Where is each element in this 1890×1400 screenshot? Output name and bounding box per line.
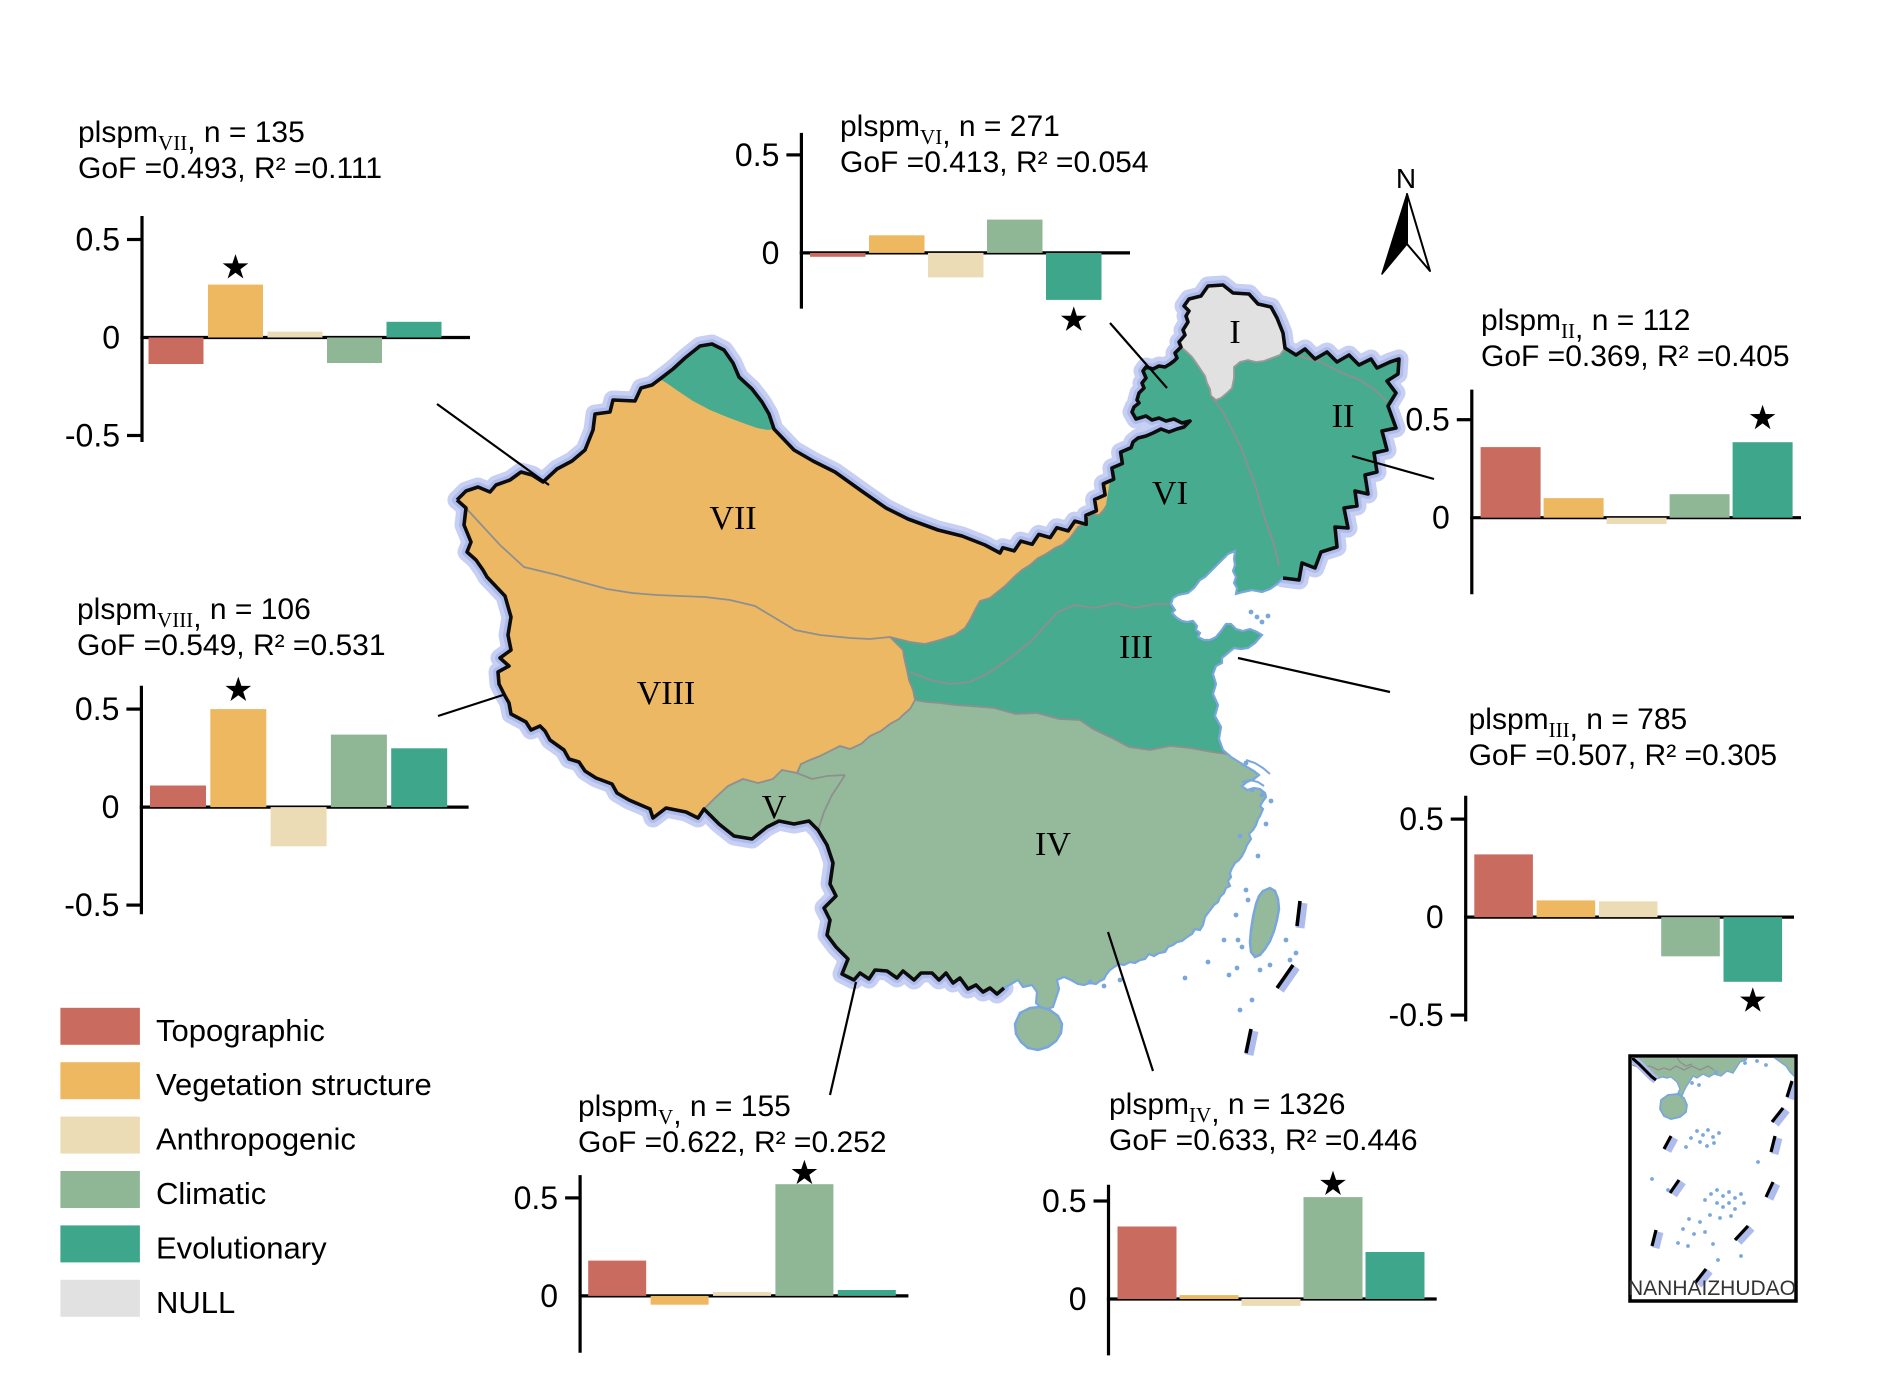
svg-text:-0.5: -0.5 (64, 887, 119, 923)
svg-text:Anthropogenic: Anthropogenic (156, 1122, 356, 1157)
svg-text:-0.5: -0.5 (1389, 997, 1444, 1033)
svg-text:GoF =0.369, R² =0.405: GoF =0.369, R² =0.405 (1481, 340, 1790, 373)
svg-text:V: V (762, 789, 787, 826)
svg-text:NANHAIZHUDAO: NANHAIZHUDAO (1628, 1277, 1796, 1300)
svg-text:GoF =0.413, R² =0.054: GoF =0.413, R² =0.054 (840, 146, 1149, 179)
svg-text:GoF =0.633, R² =0.446: GoF =0.633, R² =0.446 (1109, 1124, 1418, 1157)
svg-text:plspmII, n = 112: plspmII, n = 112 (1481, 304, 1690, 345)
svg-text:GoF =0.493, R² =0.111: GoF =0.493, R² =0.111 (78, 152, 382, 185)
svg-text:II: II (1332, 398, 1355, 435)
svg-text:I: I (1229, 314, 1240, 351)
svg-text:Evolutionary: Evolutionary (156, 1230, 327, 1265)
svg-text:plspmIII, n = 785: plspmIII, n = 785 (1469, 703, 1688, 744)
svg-text:plspmVII, n = 135: plspmVII, n = 135 (78, 116, 305, 157)
svg-text:GoF =0.622, R² =0.252: GoF =0.622, R² =0.252 (578, 1126, 887, 1159)
svg-text:0.5: 0.5 (76, 222, 120, 258)
svg-text:GoF =0.507, R² =0.305: GoF =0.507, R² =0.305 (1469, 739, 1778, 772)
svg-text:0: 0 (102, 789, 120, 825)
svg-text:0: 0 (540, 1278, 558, 1314)
svg-text:GoF =0.549, R² =0.531: GoF =0.549, R² =0.531 (77, 629, 386, 662)
svg-text:plspmVI, n = 271: plspmVI, n = 271 (840, 110, 1060, 151)
svg-text:IV: IV (1035, 826, 1071, 863)
svg-text:VI: VI (1152, 475, 1188, 512)
svg-text:NULL: NULL (156, 1285, 235, 1320)
svg-text:0.5: 0.5 (1042, 1183, 1086, 1219)
svg-text:Climatic: Climatic (156, 1176, 266, 1211)
svg-text:N: N (1396, 163, 1416, 194)
svg-text:0: 0 (1069, 1281, 1087, 1317)
svg-text:0: 0 (1426, 899, 1444, 935)
svg-text:plspmIV, n = 1326: plspmIV, n = 1326 (1109, 1088, 1346, 1129)
svg-text:-0.5: -0.5 (65, 418, 120, 454)
svg-text:plspmVIII, n = 106: plspmVIII, n = 106 (77, 593, 311, 634)
svg-text:Vegetation structure: Vegetation structure (156, 1067, 432, 1102)
svg-text:0.5: 0.5 (1405, 402, 1449, 438)
svg-text:0: 0 (1432, 500, 1450, 536)
svg-text:0: 0 (762, 235, 780, 271)
svg-text:0.5: 0.5 (514, 1180, 558, 1216)
svg-text:Topographic: Topographic (156, 1013, 325, 1048)
svg-text:0.5: 0.5 (75, 691, 119, 727)
svg-text:III: III (1119, 629, 1153, 666)
svg-text:VIII: VIII (637, 675, 696, 712)
svg-text:0: 0 (102, 320, 120, 356)
svg-text:0.5: 0.5 (1399, 801, 1443, 837)
svg-text:0.5: 0.5 (735, 137, 779, 173)
svg-text:VII: VII (709, 500, 756, 537)
svg-text:plspmV, n = 155: plspmV, n = 155 (578, 1090, 791, 1131)
